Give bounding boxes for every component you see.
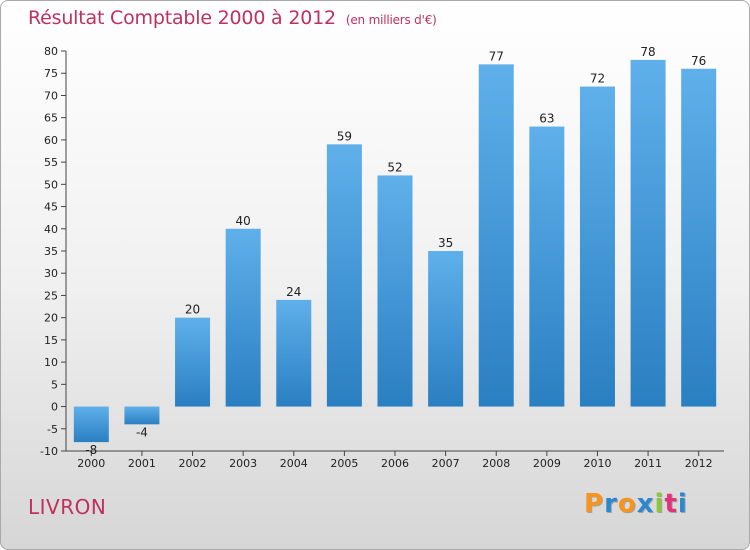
y-tick-label: 25 [44,289,58,302]
chart-value-labels: -8 -4 20 40 24 59 52 35 77 63 72 78 76 [85,45,706,457]
y-tick-label: 20 [44,312,58,325]
y-tick-label: 65 [44,112,58,125]
y-tick-label: 55 [44,156,58,169]
logo-letter: t [664,489,678,519]
bar-2011 [630,59,666,407]
y-tick-label: 80 [44,45,58,58]
y-tick-label: 30 [44,267,58,280]
bar-2004 [276,299,312,407]
chart-bars [73,59,717,443]
y-tick-label: 35 [44,245,58,258]
x-tick-label: 2007 [432,457,460,470]
bar-2005 [326,144,362,407]
x-tick-label: 2002 [179,457,207,470]
y-tick-label: 75 [44,67,58,80]
y-tick-label: 50 [44,178,58,191]
value-label-2000: -8 [85,443,97,457]
y-tick-label: 60 [44,134,58,147]
x-tick-label: 2003 [229,457,257,470]
y-tick-label: 5 [51,378,58,391]
chart-subtitle: (en milliers d'€) [345,13,437,27]
y-tick-label: 10 [44,356,58,369]
y-tick-label: 0 [51,401,58,414]
x-tick-label: 2012 [685,457,713,470]
bar-2009 [529,126,565,407]
bar-2006 [377,175,413,407]
bar-2012 [681,68,717,407]
x-tick-label: 2009 [533,457,561,470]
x-tick-label: 2008 [482,457,510,470]
chart-title-text: Résultat Comptable 2000 à 2012 [28,7,336,29]
logo-letter: i [677,489,688,519]
x-tick-label: 2006 [381,457,409,470]
value-label-2012: 76 [691,54,706,68]
value-label-2004: 24 [286,285,301,299]
y-tick-label: 40 [44,223,58,236]
logo-letter: P [584,489,605,519]
town-name: LIVRON [28,495,107,519]
x-tick-label: 2005 [330,457,358,470]
y-tick-label: 15 [44,334,58,347]
bar-2003 [225,228,261,407]
x-tick-label: 2001 [128,457,156,470]
y-tick-label: 45 [44,201,58,214]
x-tick-label: 2000 [77,457,105,470]
value-label-2003: 40 [236,214,251,228]
y-tick-label: 70 [44,89,58,102]
bar-2007 [428,251,464,407]
bar-2008 [478,64,514,407]
value-label-2008: 77 [489,49,504,63]
bar-2010 [579,86,615,407]
value-label-2001: -4 [136,425,148,439]
value-label-2005: 59 [337,129,352,143]
x-tick-label: 2004 [280,457,308,470]
x-tick-label: 2011 [634,457,662,470]
value-label-2009: 63 [539,112,554,126]
value-label-2011: 78 [640,45,655,59]
logo-letter: x [636,489,655,519]
bar-2000 [73,406,109,443]
proxiti-logo: Proxiti [584,489,688,519]
logo-letter: o [617,489,637,519]
bar-2002 [175,317,211,407]
logo-letter: r [604,489,618,519]
value-label-2010: 72 [590,72,605,86]
value-label-2007: 35 [438,236,453,250]
x-tick-label: 2010 [583,457,611,470]
bar-2001 [124,406,160,425]
value-label-2002: 20 [185,303,200,317]
chart-title: Résultat Comptable 2000 à 2012 (en millie… [28,7,437,29]
chart-axes: -10 -5 0 5 10 15 20 25 30 35 40 45 50 55 60 65 70 75 80 200… [40,45,724,470]
y-tick-label: -5 [47,423,58,436]
y-tick-label: -10 [40,445,58,458]
value-label-2006: 52 [387,160,402,174]
logo-letter: i [654,489,665,519]
